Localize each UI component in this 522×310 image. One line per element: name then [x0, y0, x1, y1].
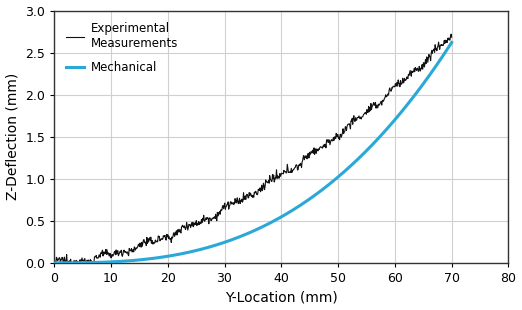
Mechanical	[377, 135, 383, 139]
Experimental
Measurements	[448, 32, 454, 36]
Mechanical	[242, 232, 248, 236]
Y-axis label: Z-Deflection (mm): Z-Deflection (mm)	[6, 73, 19, 200]
Line: Mechanical: Mechanical	[54, 42, 452, 263]
Experimental
Measurements	[176, 228, 183, 231]
Mechanical	[439, 55, 445, 59]
Experimental
Measurements	[148, 241, 155, 245]
Experimental
Measurements	[51, 261, 57, 265]
Experimental
Measurements	[409, 70, 416, 74]
X-axis label: Y-Location (mm): Y-Location (mm)	[225, 290, 338, 304]
Mechanical	[240, 234, 246, 237]
Mechanical	[266, 222, 272, 225]
Experimental
Measurements	[163, 238, 169, 242]
Mechanical	[51, 261, 57, 265]
Mechanical	[288, 210, 294, 213]
Experimental
Measurements	[312, 150, 318, 154]
Experimental
Measurements	[448, 35, 455, 39]
Mechanical	[448, 41, 455, 44]
Experimental
Measurements	[360, 113, 366, 117]
Legend: Experimental
Measurements, Mechanical: Experimental Measurements, Mechanical	[60, 16, 184, 80]
Line: Experimental
Measurements: Experimental Measurements	[54, 34, 452, 263]
